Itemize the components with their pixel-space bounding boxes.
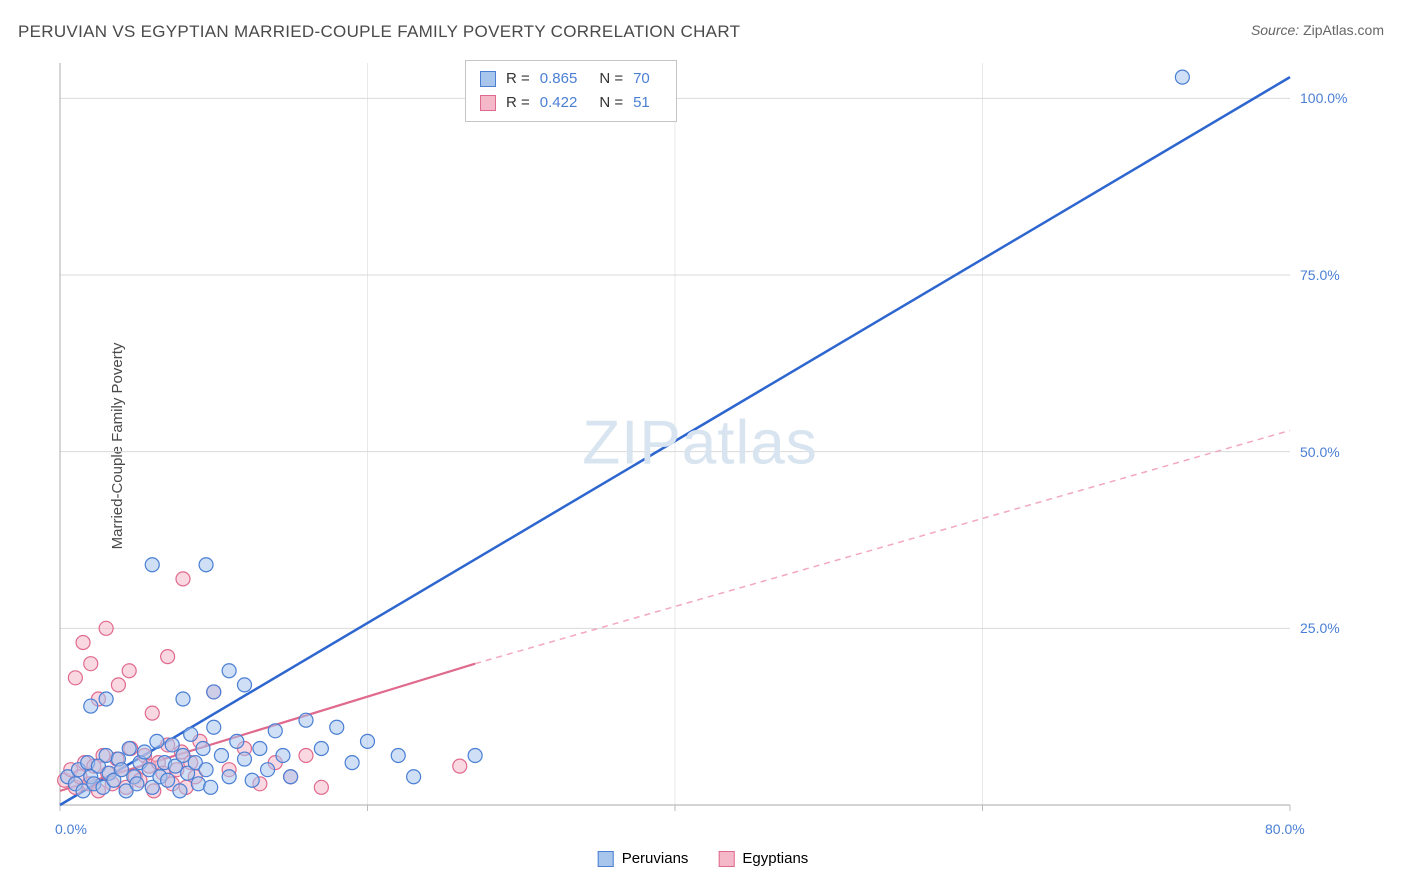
- r-label: R =: [506, 91, 530, 115]
- source-value: ZipAtlas.com: [1303, 22, 1384, 38]
- y-tick-label: 75.0%: [1300, 267, 1340, 283]
- swatch-egyptians: [480, 95, 496, 111]
- scatter-chart-svg: [50, 55, 1350, 845]
- swatch-peruvians: [480, 71, 496, 87]
- n-label: N =: [599, 67, 623, 91]
- n-value-peruvians: 70: [633, 67, 650, 91]
- legend-label-egyptians: Egyptians: [742, 850, 808, 867]
- legend-swatch-egyptians: [718, 851, 734, 867]
- y-tick-label: 100.0%: [1300, 90, 1347, 106]
- source-attribution: Source: ZipAtlas.com: [1251, 22, 1384, 38]
- y-tick-label: 25.0%: [1300, 620, 1340, 636]
- n-label: N =: [599, 91, 623, 115]
- legend-label-peruvians: Peruvians: [622, 850, 689, 867]
- x-tick-label: 80.0%: [1265, 821, 1305, 837]
- correlation-stats-box: R = 0.865 N = 70 R = 0.422 N = 51: [465, 60, 677, 122]
- legend-item-egyptians: Egyptians: [718, 850, 808, 867]
- legend-swatch-peruvians: [598, 851, 614, 867]
- r-label: R =: [506, 67, 530, 91]
- r-value-peruvians: 0.865: [540, 67, 578, 91]
- source-label: Source:: [1251, 22, 1303, 38]
- chart-plot-area: ZIPatlas: [50, 55, 1350, 845]
- legend-item-peruvians: Peruvians: [598, 850, 689, 867]
- r-value-egyptians: 0.422: [540, 91, 578, 115]
- chart-title: PERUVIAN VS EGYPTIAN MARRIED-COUPLE FAMI…: [18, 22, 740, 42]
- stats-row-egyptians: R = 0.422 N = 51: [480, 91, 662, 115]
- n-value-egyptians: 51: [633, 91, 650, 115]
- bottom-legend: Peruvians Egyptians: [598, 850, 809, 867]
- y-tick-label: 50.0%: [1300, 444, 1340, 460]
- x-tick-label: 0.0%: [55, 821, 87, 837]
- stats-row-peruvians: R = 0.865 N = 70: [480, 67, 662, 91]
